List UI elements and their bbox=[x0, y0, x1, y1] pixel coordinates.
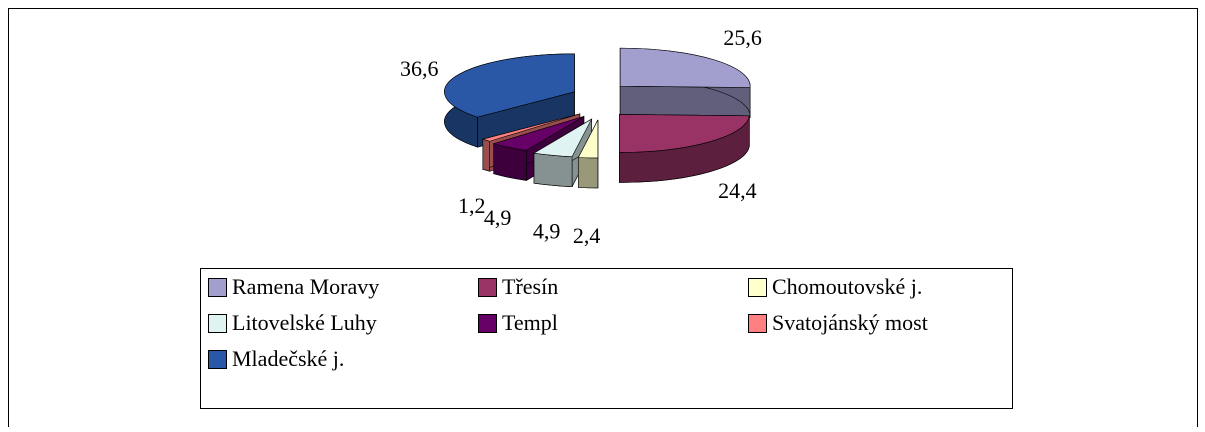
legend-swatch bbox=[478, 278, 497, 297]
legend-swatch bbox=[748, 314, 767, 333]
legend-label: Mladečské j. bbox=[232, 346, 344, 371]
data-label: 25,6 bbox=[723, 25, 762, 50]
data-label: 24,4 bbox=[718, 178, 757, 203]
legend-swatch bbox=[748, 278, 767, 297]
legend-swatch bbox=[478, 314, 497, 333]
data-label: 4,9 bbox=[533, 219, 561, 244]
legend-swatch bbox=[208, 278, 227, 297]
slice bbox=[492, 116, 585, 151]
data-label: 4,9 bbox=[484, 205, 512, 230]
slice-wall bbox=[578, 157, 599, 189]
data-label: 2,4 bbox=[573, 223, 601, 248]
legend-label: Templ bbox=[502, 310, 558, 335]
legend-swatch bbox=[208, 314, 227, 333]
data-label: 1,2 bbox=[458, 193, 486, 218]
slice-wall bbox=[533, 152, 573, 187]
slice bbox=[444, 53, 575, 118]
slice bbox=[533, 118, 593, 157]
legend-label: Ramena Moravy bbox=[232, 274, 379, 299]
slice bbox=[481, 113, 580, 142]
slice-wall bbox=[482, 138, 490, 172]
legend-label: Litovelské Luhy bbox=[232, 310, 377, 335]
chart-frame bbox=[8, 8, 1198, 427]
slice bbox=[577, 119, 599, 159]
legend-box bbox=[200, 268, 1013, 409]
legend-label: Třesín bbox=[502, 274, 558, 299]
legend-label: Chomoutovské j. bbox=[772, 274, 922, 299]
slice bbox=[619, 114, 750, 153]
data-label: 36,6 bbox=[400, 56, 439, 81]
slice bbox=[619, 47, 751, 88]
legend-label: Svatojánský most bbox=[772, 310, 928, 335]
legend-swatch bbox=[208, 350, 227, 369]
